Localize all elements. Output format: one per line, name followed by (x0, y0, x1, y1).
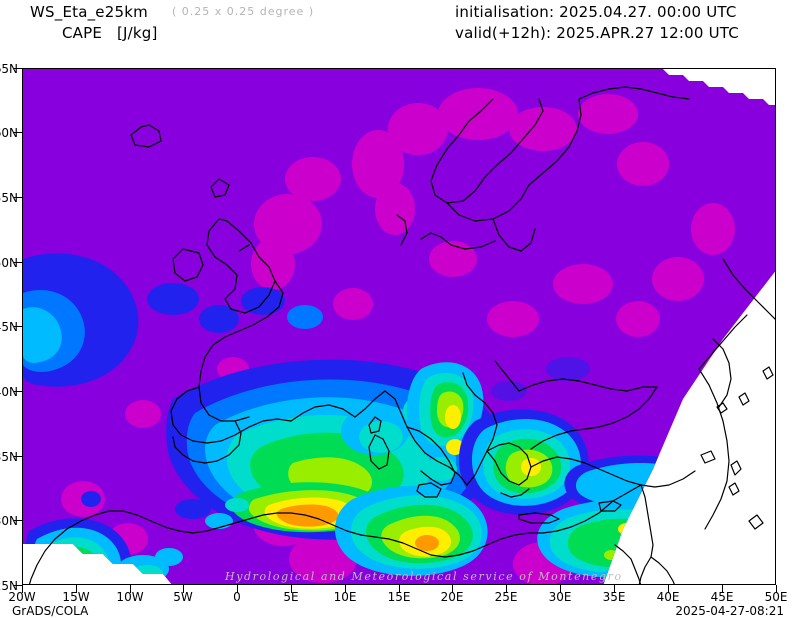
region-black-sea-faint (491, 357, 590, 401)
y-tick-mark (14, 262, 22, 263)
resolution-label: ( 0.25 x 0.25 degree ) (172, 5, 315, 18)
y-tick-mark (14, 456, 22, 457)
region-north-atlantic-blue (23, 253, 139, 387)
y-tick-label: 55N (0, 191, 18, 205)
cape-field (23, 69, 775, 584)
grads-credit: GrADS/COLA (12, 604, 89, 618)
y-tick-mark (14, 68, 22, 69)
x-tick-mark (668, 585, 669, 593)
x-tick-mark (130, 585, 131, 593)
x-tick-label: 10W (116, 590, 144, 604)
x-tick-mark (76, 585, 77, 593)
y-tick-label: 45N (0, 320, 18, 334)
y-tick-label: 65N (0, 62, 18, 76)
region-atlas-cells (175, 498, 249, 529)
x-tick-label: 0 (233, 590, 241, 604)
watermark-text: Hydrological and Meteorological service … (225, 570, 623, 583)
x-tick-label: 5E (283, 590, 299, 604)
x-tick-label: 40E (656, 590, 680, 604)
y-tick-mark (14, 391, 22, 392)
y-tick-mark (14, 326, 22, 327)
y-tick-mark (14, 197, 22, 198)
x-tick-mark (560, 585, 561, 593)
region-ionian-sirte-hotspot (335, 457, 488, 576)
region-aegean-greece-core (458, 409, 589, 515)
x-tick-label: 20E (440, 590, 464, 604)
x-tick-mark (506, 585, 507, 593)
x-tick-mark (237, 585, 238, 593)
render-timestamp: 2025-04-27-08:21 (675, 604, 784, 618)
x-tick-mark (291, 585, 292, 593)
initialisation-label: initialisation: 2025.04.27. 00:00 UTC (455, 3, 737, 21)
y-tick-label: 30N (0, 514, 18, 528)
variable-label: CAPE [J/kg] (62, 24, 158, 42)
x-tick-label: 30E (548, 590, 572, 604)
region-biscay-blue (147, 283, 323, 333)
x-tick-mark (614, 585, 615, 593)
x-tick-label: 20W (8, 590, 36, 604)
x-tick-mark (452, 585, 453, 593)
y-tick-label: 40N (0, 385, 18, 399)
x-tick-label: 50E (764, 590, 788, 604)
region-adriatic-italy (406, 362, 484, 455)
x-tick-label: 35E (602, 590, 626, 604)
y-tick-label: 60N (0, 126, 18, 140)
coastline-overlay (28, 86, 775, 584)
x-tick-label: 25E (494, 590, 518, 604)
model-name-label: WS_Eta_e25km (30, 3, 148, 21)
x-tick-label: 45E (710, 590, 734, 604)
y-tick-label: 25N (0, 579, 18, 593)
x-tick-label: 5W (173, 590, 193, 604)
x-tick-mark (399, 585, 400, 593)
y-tick-label: 35N (0, 450, 18, 464)
x-tick-label: 15W (62, 590, 90, 604)
y-tick-mark (14, 585, 22, 586)
x-tick-mark (22, 585, 23, 593)
x-tick-mark (776, 585, 777, 593)
x-tick-mark (183, 585, 184, 593)
y-tick-mark (14, 520, 22, 521)
x-tick-mark (722, 585, 723, 593)
x-tick-label: 15E (387, 590, 411, 604)
x-tick-mark (345, 585, 346, 593)
cape-map-plot (22, 68, 776, 585)
y-tick-label: 50N (0, 256, 18, 270)
valid-time-label: valid(+12h): 2025.APR.27 12:00 UTC (455, 24, 739, 42)
y-tick-mark (14, 132, 22, 133)
x-tick-label: 10E (333, 590, 357, 604)
